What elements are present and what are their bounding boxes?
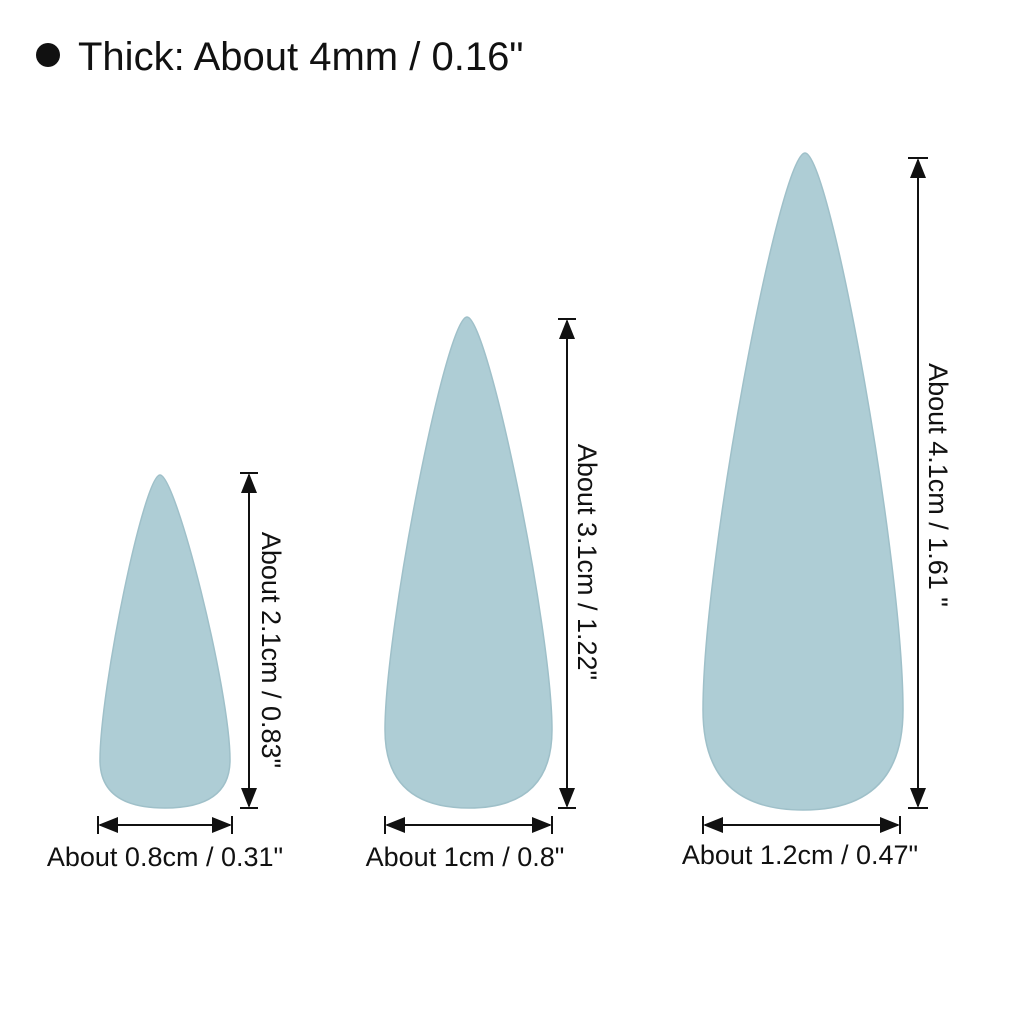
- width-dimension-large: About 1.2cm / 0.47": [682, 816, 918, 870]
- height-label-small: About 2.1cm / 0.83": [256, 532, 286, 768]
- bullet-icon: [36, 43, 60, 67]
- thickness-label: Thick: About 4mm / 0.16": [78, 35, 524, 79]
- width-dimension-medium: About 1cm / 0.8": [366, 816, 565, 872]
- width-label-medium: About 1cm / 0.8": [366, 842, 565, 872]
- height-dimension-small: About 2.1cm / 0.83": [240, 472, 286, 809]
- teardrop-small: [99, 474, 231, 809]
- teardrop-large: [702, 152, 904, 811]
- width-label-small: About 0.8cm / 0.31": [47, 842, 283, 872]
- height-label-large: About 4.1cm / 1.61 ": [923, 363, 953, 607]
- width-label-large: About 1.2cm / 0.47": [682, 840, 918, 870]
- width-dimension-small: About 0.8cm / 0.31": [47, 816, 283, 872]
- height-dimension-medium: About 3.1cm / 1.22": [558, 318, 602, 809]
- teardrop-medium: [384, 316, 553, 809]
- height-label-medium: About 3.1cm / 1.22": [572, 444, 602, 680]
- height-dimension-large: About 4.1cm / 1.61 ": [908, 157, 953, 809]
